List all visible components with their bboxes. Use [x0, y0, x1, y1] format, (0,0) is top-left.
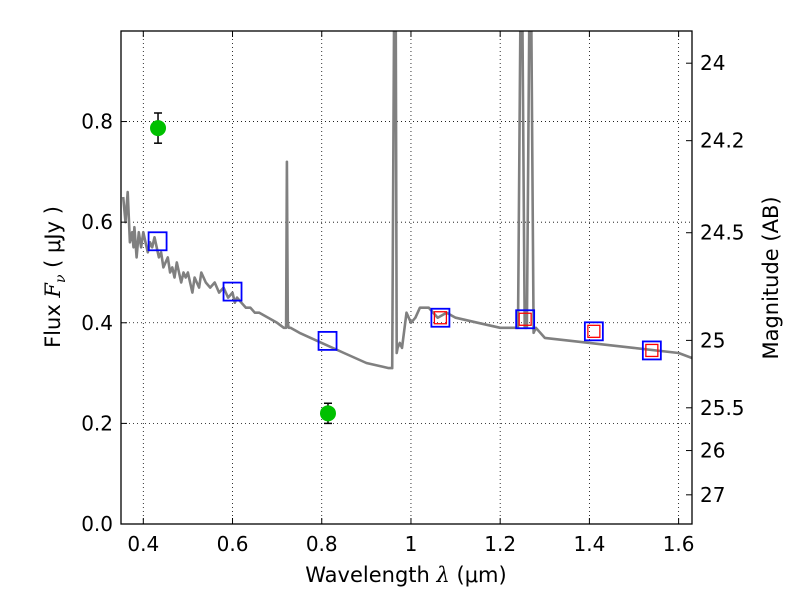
model-box: [222, 281, 243, 302]
model-spectrum-line: [121, 31, 692, 370]
model-box: [515, 309, 536, 330]
model-box-inner: [518, 312, 532, 326]
model-box: [317, 330, 338, 351]
model-box-inner: [645, 343, 659, 358]
y-tick-label: 0.6: [81, 210, 113, 234]
y2-axis-label: Magnitude (AB): [759, 196, 783, 359]
observed-photometry: [150, 112, 336, 425]
x-tick-label: 1.4: [573, 532, 605, 556]
model-box: [641, 340, 662, 361]
plot-frame: [120, 30, 693, 525]
y-tick-label: 0.8: [81, 110, 113, 134]
model-box: [430, 307, 451, 328]
x-tick-label: 1: [405, 532, 418, 556]
x-tick-label: 1.2: [484, 532, 516, 556]
y-axis-label: Flux Fν ( μJy ): [41, 206, 69, 348]
model-box: [583, 321, 604, 342]
y-tick-label: 0.2: [81, 411, 113, 435]
axis-ticks: 0.4 0.6 0.8 1 1.2 1.4 1.6 0.0 0.2 0.4 0.6 0.8 24 24.2…: [81, 31, 745, 556]
model-spectrum: [121, 31, 692, 370]
y2-tick-label: 24.5: [700, 221, 745, 245]
y2-tick-label: 25: [700, 328, 725, 352]
model-box-inner: [587, 324, 601, 338]
x-tick-label: 0.4: [127, 532, 159, 556]
y2-tick-label: 26: [700, 439, 725, 463]
x-tick-label: 1.6: [663, 532, 695, 556]
model-box-inner: [433, 311, 448, 325]
y-tick-label: 0.4: [81, 311, 113, 335]
x-axis-label: Wavelength λ (μm): [305, 563, 506, 587]
y2-tick-label: 24: [700, 51, 725, 75]
model-photometry: [147, 231, 662, 361]
photometry-point: [319, 405, 336, 422]
model-box: [147, 231, 168, 252]
y2-tick-label: 25.5: [700, 396, 745, 420]
y2-tick-label: 27: [700, 483, 725, 507]
x-tick-label: 0.8: [306, 532, 338, 556]
y-tick-label: 0.0: [81, 512, 113, 536]
y2-tick-label: 24.2: [700, 129, 745, 153]
x-tick-label: 0.6: [217, 532, 249, 556]
photometry-point: [150, 120, 167, 137]
